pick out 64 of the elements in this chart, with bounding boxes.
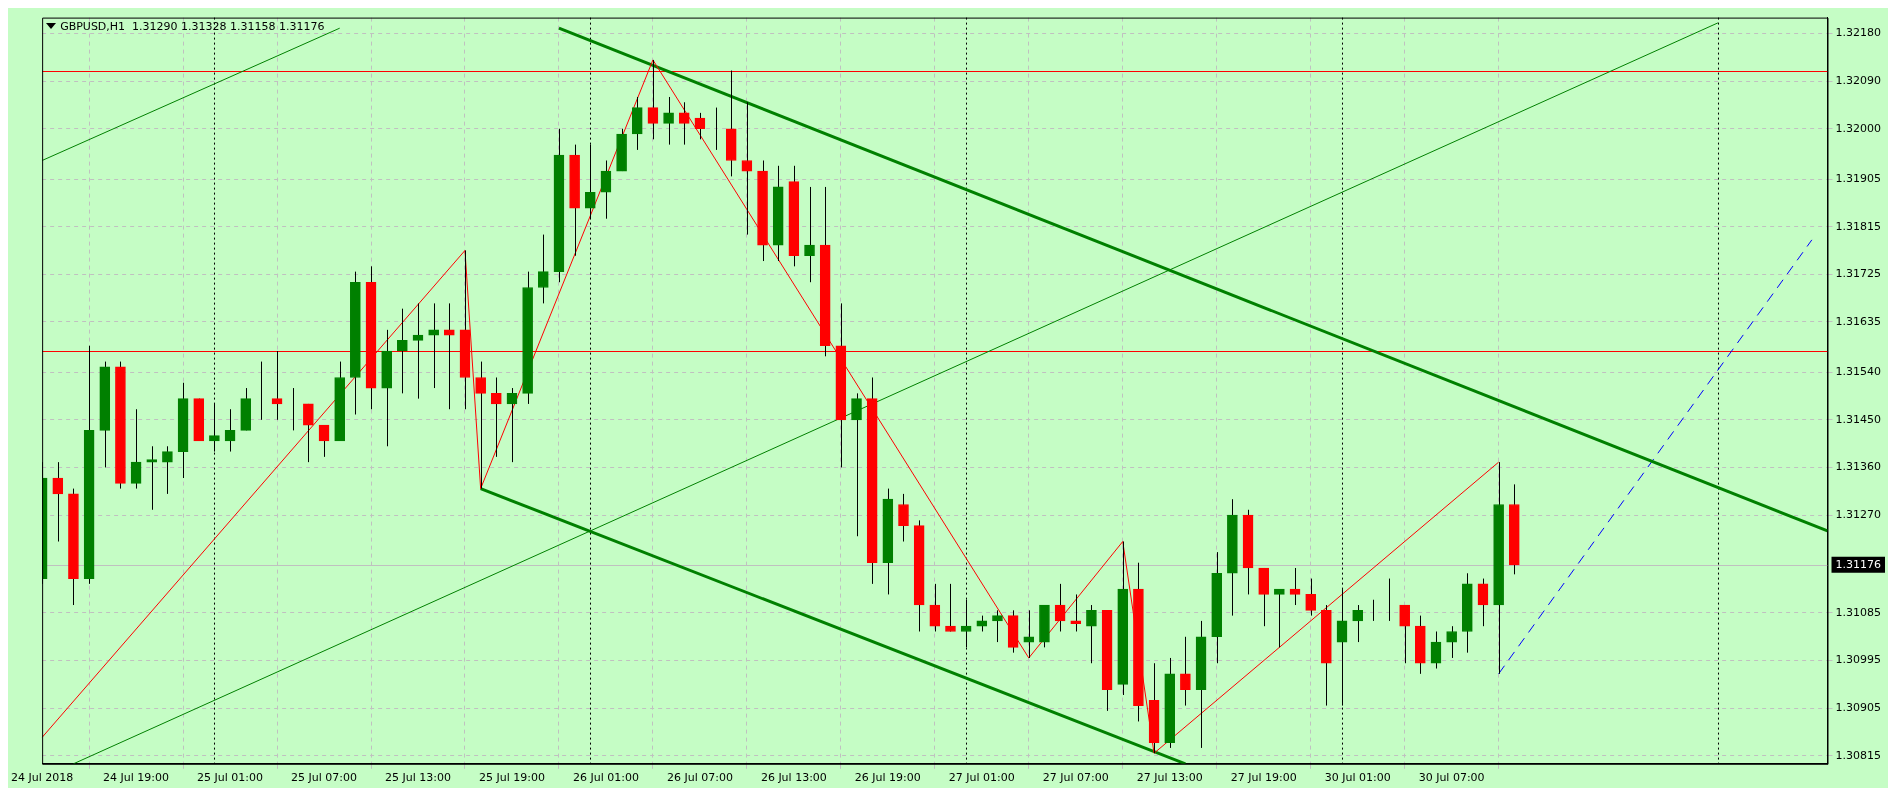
x-tick-label: 26 Jul 01:00 (572, 771, 639, 785)
candlestick (1352, 604, 1363, 643)
y-tick-label: 1.31905 (1835, 171, 1882, 185)
candlestick (506, 387, 518, 463)
candlestick (1023, 609, 1035, 659)
candlestick (1430, 631, 1442, 670)
candlestick (804, 186, 815, 283)
candlestick (397, 308, 408, 394)
y-tick-label: 1.30995 (1835, 653, 1882, 667)
candlestick (303, 403, 314, 463)
y-tick-label: 1.31270 (1835, 507, 1882, 521)
candlestick (945, 583, 956, 632)
candlestick (898, 493, 909, 543)
x-tick-label: 30 Jul 01:00 (1324, 771, 1391, 785)
x-tick-label: 26 Jul 19:00 (854, 771, 921, 785)
candlestick (929, 583, 941, 632)
candlestick (663, 96, 674, 146)
candlestick (1399, 604, 1410, 664)
x-tick-label: 30 Jul 07:00 (1418, 771, 1485, 785)
y-tick-label: 1.32090 (1835, 73, 1882, 87)
x-tick-label: 27 Jul 13:00 (1136, 771, 1203, 785)
x-tick-label: 25 Jul 19:00 (478, 771, 545, 785)
candlestick (1086, 604, 1097, 664)
x-tick-label: 24 Jul 19:00 (103, 771, 170, 785)
candlestick (537, 234, 549, 304)
y-tick-label: 1.32000 (1835, 121, 1882, 135)
x-tick-label: 26 Jul 13:00 (760, 771, 827, 785)
y-tick-label: 1.30905 (1835, 701, 1882, 715)
candlestick (1289, 567, 1301, 606)
ref-line-label: 1.31176 (1835, 557, 1882, 571)
x-tick-label: 27 Jul 07:00 (1042, 771, 1109, 785)
y-tick-label: 1.31360 (1835, 460, 1882, 474)
y-tick-label: 1.31725 (1835, 267, 1882, 281)
candlestick (490, 376, 502, 458)
candlestick (678, 101, 690, 146)
candlestick (694, 112, 706, 140)
chart-title: GBPUSD,H1 1.31290 1.31328 1.31158 1.31176 (60, 19, 325, 33)
candlestick (600, 159, 612, 220)
candlestick (1274, 588, 1285, 648)
candlestick (52, 461, 64, 543)
y-tick-label: 1.32180 (1835, 26, 1882, 40)
x-tick-label: 25 Jul 01:00 (197, 771, 264, 785)
y-tick-label: 1.31635 (1835, 314, 1882, 328)
candlestick (741, 101, 753, 236)
y-tick-label: 1.31540 (1835, 365, 1882, 379)
x-tick-label: 27 Jul 19:00 (1230, 771, 1297, 785)
candlestick (224, 408, 236, 453)
candlestick (162, 445, 173, 495)
y-tick-label: 1.31085 (1835, 605, 1882, 619)
y-tick-label: 1.30815 (1835, 748, 1882, 762)
x-tick-label: 27 Jul 01:00 (948, 771, 1015, 785)
candlestick (1446, 625, 1457, 659)
x-tick-label: 25 Jul 13:00 (385, 771, 451, 785)
candlestick (851, 392, 862, 537)
candlestick (130, 408, 142, 490)
y-tick-label: 1.31815 (1835, 219, 1882, 233)
candlestick (1180, 636, 1191, 707)
x-tick-label: 24 Jul 2018 (11, 771, 74, 785)
candlestick (412, 302, 424, 400)
y-tick-label: 1.31450 (1835, 412, 1882, 426)
candlestick (475, 361, 486, 490)
x-tick-label: 25 Jul 07:00 (291, 771, 358, 785)
x-tick-label: 26 Jul 07:00 (666, 771, 733, 785)
candlestick (992, 609, 1003, 643)
